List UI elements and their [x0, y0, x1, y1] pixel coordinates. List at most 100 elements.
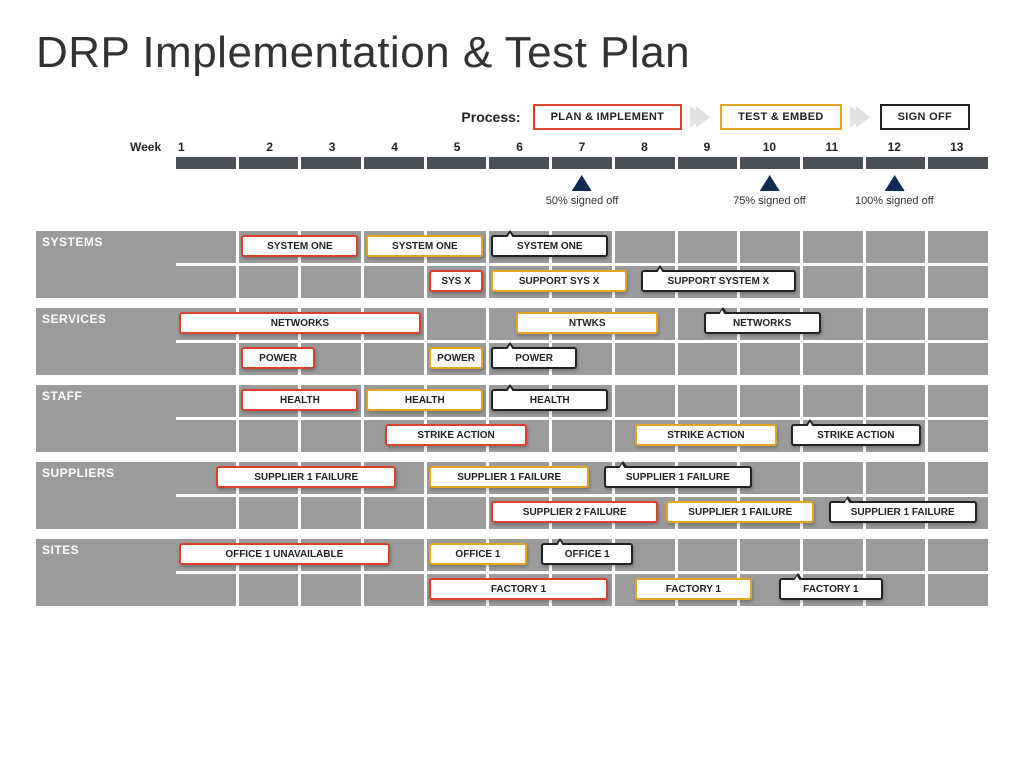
grid-cell	[176, 420, 236, 452]
grid-cell	[803, 266, 863, 298]
track-row: NETWORKS NTWKS NETWORKS	[176, 308, 988, 340]
process-step: TEST & EMBED	[720, 104, 842, 130]
grid-cell	[678, 385, 738, 417]
task-bar-label: SYSTEM ONE	[267, 241, 333, 252]
task-bar: HEALTH	[491, 389, 608, 411]
task-bar-label: STRIKE ACTION	[417, 430, 494, 441]
task-bar: SYS X	[429, 270, 483, 292]
grid-cell	[176, 574, 236, 606]
grid-cell	[866, 266, 926, 298]
task-bar-label: SYSTEM ONE	[517, 241, 583, 252]
process-label: Process:	[461, 109, 520, 125]
grid-cell	[866, 343, 926, 375]
task-bar-label: SYS X	[441, 276, 470, 287]
track-row: STRIKE ACTIONSTRIKE ACTIONSTRIKE ACTION	[176, 420, 988, 452]
grid-cell	[615, 385, 675, 417]
task-bar: POWER	[491, 347, 577, 369]
week-header-block	[489, 157, 549, 169]
week-header-block	[364, 157, 424, 169]
task-bar: SYSTEM ONE	[366, 235, 483, 257]
grid-cell	[615, 343, 675, 375]
week-number: 4	[363, 140, 425, 154]
grid-cell	[928, 266, 988, 298]
grid-cell	[239, 420, 299, 452]
grid-cell	[928, 308, 988, 340]
task-bar-label: POWER	[437, 353, 475, 364]
week-number: 2	[238, 140, 300, 154]
week-header-block	[552, 157, 612, 169]
grid-cell	[803, 385, 863, 417]
section: SYSTEMSSYSTEM ONESYSTEM ONESYSTEM ONESYS…	[176, 231, 988, 298]
task-bar-label: NTWKS	[569, 318, 606, 329]
grid-cell	[301, 266, 361, 298]
week-header-block	[239, 157, 299, 169]
milestone-label: 50% signed off	[546, 195, 619, 207]
process-step: PLAN & IMPLEMENT	[533, 104, 683, 130]
grid-cell	[176, 343, 236, 375]
milestone-triangle-icon	[759, 175, 779, 191]
task-bar: SUPPLIER 2 FAILURE	[491, 501, 658, 523]
week-number: 8	[613, 140, 675, 154]
gantt-chart: Week 12345678910111213 50% signed off75%…	[176, 140, 988, 606]
grid-cell	[928, 231, 988, 263]
week-number: 10	[738, 140, 800, 154]
track-row: FACTORY 1FACTORY 1FACTORY 1	[176, 574, 988, 606]
task-bar: STRIKE ACTION	[385, 424, 527, 446]
task-bar: OFFICE 1	[429, 543, 527, 565]
grid-cell	[740, 385, 800, 417]
grid-cell	[928, 343, 988, 375]
grid-cell	[740, 539, 800, 571]
grid-cell	[803, 462, 863, 494]
task-bar-label: SUPPORT SYS X	[519, 276, 600, 287]
task-bar: NETWORKS	[704, 312, 821, 334]
task-bar: OFFICE 1	[541, 543, 633, 565]
grid-cell	[176, 385, 236, 417]
grid-cell	[301, 497, 361, 529]
page-title: DRP Implementation & Test Plan	[36, 28, 988, 78]
week-number: 12	[863, 140, 925, 154]
grid-cell	[803, 231, 863, 263]
task-bar-label: SUPPLIER 1 FAILURE	[688, 507, 792, 518]
grid-cell	[928, 574, 988, 606]
grid-cell	[364, 497, 424, 529]
task-bar-label: NETWORKS	[271, 318, 329, 329]
week-number: 5	[426, 140, 488, 154]
section-label: SYSTEMS	[36, 235, 166, 249]
grid-cell	[928, 539, 988, 571]
week-number: 7	[551, 140, 613, 154]
task-bar: SUPPLIER 1 FAILURE	[216, 466, 395, 488]
task-bar-label: FACTORY 1	[491, 584, 546, 595]
grid-cell	[740, 231, 800, 263]
week-header-block	[740, 157, 800, 169]
task-bar: STRIKE ACTION	[635, 424, 777, 446]
grid-cell	[803, 343, 863, 375]
task-bar-label: OFFICE 1	[455, 549, 500, 560]
section: STAFFHEALTHHEALTHHEALTHSTRIKE ACTIONSTRI…	[176, 385, 988, 452]
task-bar-label: SYSTEM ONE	[392, 241, 458, 252]
milestone: 75% signed off	[733, 175, 806, 207]
grid-cell	[678, 539, 738, 571]
track-row: OFFICE 1 UNAVAILABLEOFFICE 1OFFICE 1	[176, 539, 988, 571]
week-word: Week	[130, 140, 161, 154]
task-bar: SUPPLIER 1 FAILURE	[604, 466, 752, 488]
grid-cell	[866, 308, 926, 340]
grid-cell	[928, 462, 988, 494]
milestone-row: 50% signed off75% signed off100% signed …	[176, 175, 988, 227]
week-number: 6	[488, 140, 550, 154]
section: SUPPLIERSSUPPLIER 1 FAILURESUPPLIER 1 FA…	[176, 462, 988, 529]
task-bar-label: SUPPLIER 1 FAILURE	[626, 472, 730, 483]
task-bar-label: HEALTH	[530, 395, 570, 406]
grid-cell	[866, 462, 926, 494]
task-bar-label: SUPPLIER 1 FAILURE	[851, 507, 955, 518]
grid-cell	[427, 497, 487, 529]
week-header-block	[176, 157, 236, 169]
task-bar: SUPPLIER 1 FAILURE	[829, 501, 977, 523]
grid-cell	[176, 231, 236, 263]
week-header-block	[615, 157, 675, 169]
section: SERVICESNETWORKSNTWKSNETWORKSPOWERPOWERP…	[176, 308, 988, 375]
section-label: STAFF	[36, 389, 166, 403]
process-step: SIGN OFF	[880, 104, 970, 130]
task-bar: SYSTEM ONE	[491, 235, 608, 257]
task-bar-label: SUPPLIER 1 FAILURE	[254, 472, 358, 483]
grid-cell	[678, 343, 738, 375]
